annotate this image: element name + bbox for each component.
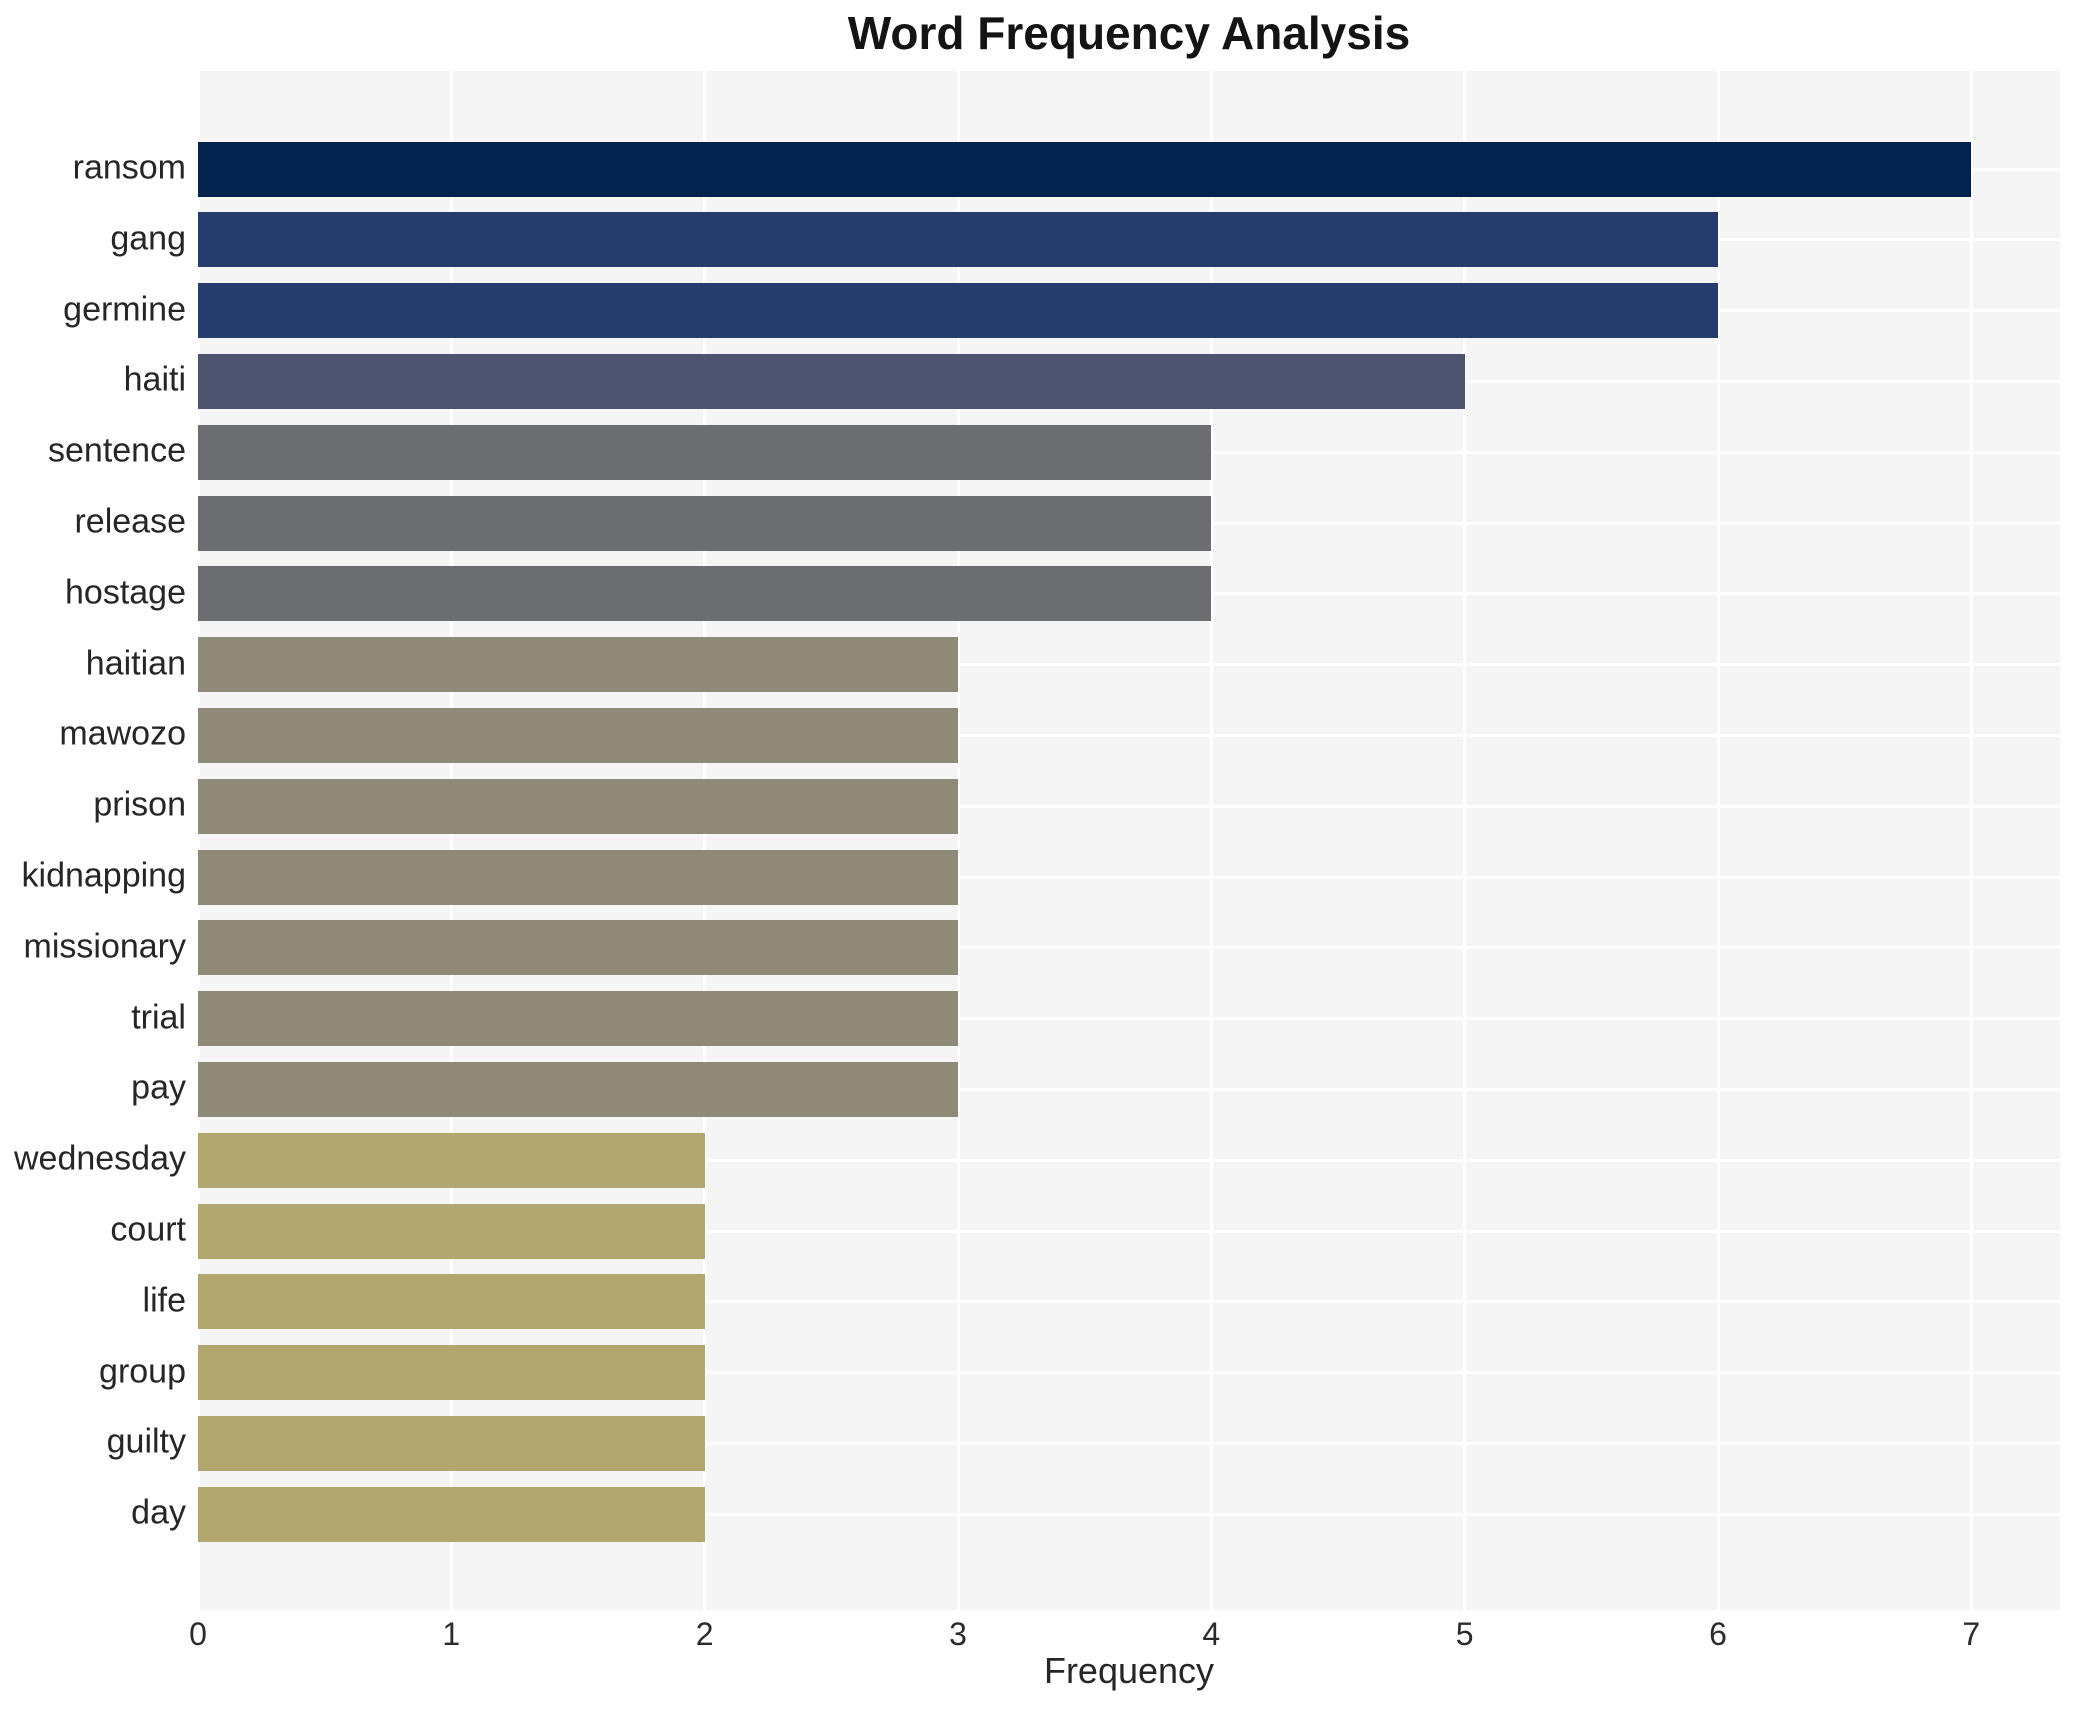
bar-hostage — [198, 566, 1212, 622]
bar-pay — [198, 1061, 958, 1117]
gridline-y-life — [198, 1300, 2060, 1304]
gridline-y-trial — [198, 1017, 2060, 1021]
bar-gang — [198, 212, 1718, 268]
gridline-y-guilty — [198, 1441, 2060, 1445]
gridline-y-prison — [198, 804, 2060, 808]
x-tick-label-5: 5 — [1455, 1616, 1474, 1652]
y-tick-label-germine: germine — [63, 290, 186, 329]
y-tick-label-pay: pay — [131, 1069, 186, 1108]
x-tick-label-1: 1 — [442, 1616, 461, 1652]
gridline-y-pay — [198, 1087, 2060, 1091]
y-tick-label-hostage: hostage — [65, 573, 186, 612]
y-tick-label-mawozo: mawozo — [59, 715, 186, 754]
gridline-x-0 — [196, 71, 200, 1610]
y-tick-label-missionary: missionary — [23, 927, 186, 966]
y-tick-label-court: court — [110, 1210, 186, 1249]
y-tick-label-group: group — [99, 1352, 186, 1391]
y-tick-label-trial: trial — [131, 998, 186, 1037]
bar-sentence — [198, 424, 1212, 480]
gridline-x-5 — [1463, 71, 1467, 1610]
gridline-y-kidnapping — [198, 875, 2060, 879]
x-tick-label-0: 0 — [189, 1616, 207, 1652]
gridline-y-day — [198, 1512, 2060, 1516]
gridline-y-wednesday — [198, 1158, 2060, 1162]
bar-haiti — [198, 353, 1465, 409]
bar-trial — [198, 991, 958, 1047]
y-tick-label-prison: prison — [93, 785, 186, 824]
y-tick-label-gang: gang — [110, 219, 186, 258]
bar-ransom — [198, 141, 1972, 197]
y-tick-label-guilty: guilty — [106, 1423, 186, 1462]
y-tick-label-release: release — [74, 502, 186, 541]
y-tick-label-day: day — [131, 1493, 186, 1532]
gridline-x-2 — [703, 71, 707, 1610]
y-tick-label-ransom: ransom — [72, 148, 186, 187]
y-tick-label-life: life — [142, 1281, 186, 1320]
y-tick-label-haiti: haiti — [123, 361, 186, 400]
bar-day — [198, 1486, 705, 1542]
plot-area — [196, 71, 2060, 1610]
gridline-x-6 — [1716, 71, 1720, 1610]
gridline-x-4 — [1209, 71, 1213, 1610]
x-tick-label-6: 6 — [1709, 1616, 1727, 1652]
gridline-y-missionary — [198, 946, 2060, 950]
bar-mawozo — [198, 707, 958, 763]
x-tick-label-4: 4 — [1202, 1616, 1221, 1652]
gridline-x-1 — [449, 71, 453, 1610]
bar-guilty — [198, 1415, 705, 1471]
x-axis-title: Frequency — [1043, 1650, 1215, 1691]
bar-haitian — [198, 637, 958, 693]
bar-missionary — [198, 920, 958, 976]
bar-prison — [198, 778, 958, 834]
y-tick-label-haitian: haitian — [85, 644, 186, 683]
chart-title: Word Frequency Analysis — [847, 7, 1411, 59]
gridline-x-3 — [956, 71, 960, 1610]
gridline-x-7 — [1969, 71, 1973, 1610]
bar-germine — [198, 283, 1718, 339]
gridline-y-court — [198, 1229, 2060, 1233]
gridline-y-haitian — [198, 663, 2060, 667]
bar-group — [198, 1345, 705, 1401]
bar-court — [198, 1203, 705, 1259]
bar-kidnapping — [198, 849, 958, 905]
bar-wednesday — [198, 1132, 705, 1188]
x-tick-label-3: 3 — [949, 1616, 967, 1652]
bar-release — [198, 495, 1212, 551]
gridline-y-mawozo — [198, 733, 2060, 737]
y-tick-label-wednesday: wednesday — [13, 1139, 186, 1178]
y-tick-label-sentence: sentence — [48, 431, 186, 470]
y-tick-label-kidnapping: kidnapping — [21, 856, 186, 895]
x-tick-label-2: 2 — [695, 1616, 714, 1652]
bar-life — [198, 1274, 705, 1330]
x-tick-label-7: 7 — [1962, 1616, 1981, 1652]
gridline-y-group — [198, 1371, 2060, 1375]
